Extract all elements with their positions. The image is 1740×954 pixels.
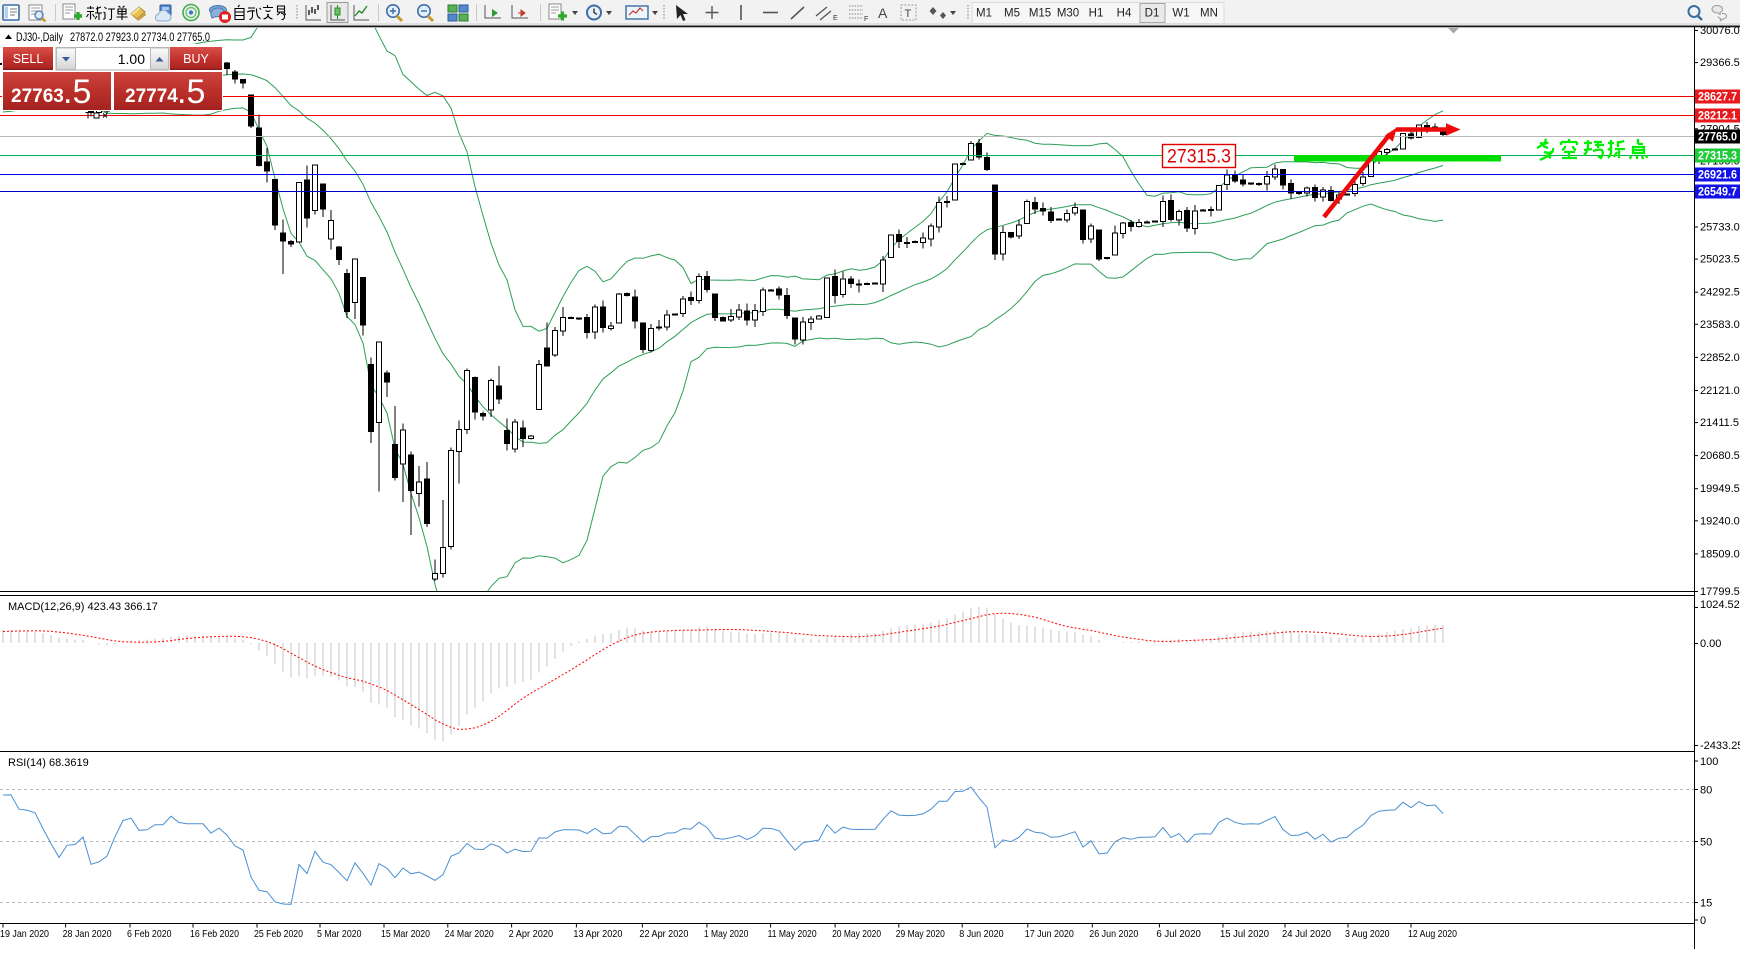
svg-text:1.00: 1.00 (118, 51, 145, 67)
svg-text:0: 0 (1700, 915, 1706, 927)
svg-text:27774: 27774 (125, 86, 178, 107)
svg-text:.5: .5 (177, 73, 205, 111)
svg-text:-2433.25: -2433.25 (1700, 740, 1740, 752)
svg-text:H1: H1 (1089, 8, 1104, 20)
svg-text:6 Feb 2020: 6 Feb 2020 (127, 928, 172, 940)
svg-text:.5: .5 (63, 73, 91, 111)
svg-text:19949.5: 19949.5 (1700, 483, 1740, 495)
svg-text:19 Jan 2020: 19 Jan 2020 (0, 928, 49, 940)
svg-text:M1: M1 (976, 8, 992, 20)
svg-text:100: 100 (1700, 756, 1718, 768)
svg-text:H4: H4 (1117, 8, 1132, 20)
svg-text:2 Apr 2020: 2 Apr 2020 (509, 928, 554, 940)
svg-text:13 Apr 2020: 13 Apr 2020 (573, 928, 622, 940)
svg-text:5 Mar 2020: 5 Mar 2020 (317, 928, 362, 940)
svg-text:MN: MN (1200, 8, 1218, 20)
svg-text:26549.7: 26549.7 (1698, 187, 1737, 199)
svg-text:26 Jun 2020: 26 Jun 2020 (1089, 928, 1138, 940)
svg-text:M30: M30 (1057, 8, 1079, 20)
svg-text:20 May 2020: 20 May 2020 (832, 928, 881, 940)
svg-text:BUY: BUY (183, 52, 209, 66)
svg-text:29 May 2020: 29 May 2020 (896, 928, 945, 940)
svg-text:A: A (878, 5, 888, 21)
svg-text:M5: M5 (1004, 8, 1020, 20)
svg-text:D1: D1 (1145, 8, 1160, 20)
svg-text:21411.5: 21411.5 (1700, 417, 1739, 429)
svg-text:23583.0: 23583.0 (1700, 319, 1740, 331)
svg-text:28212.1: 28212.1 (1698, 111, 1738, 123)
svg-text:18509.0: 18509.0 (1700, 548, 1740, 560)
svg-text:24292.5: 24292.5 (1700, 287, 1740, 299)
svg-text:0.00: 0.00 (1700, 638, 1721, 650)
svg-text:25023.5: 25023.5 (1700, 254, 1740, 266)
svg-text:3 Aug 2020: 3 Aug 2020 (1345, 928, 1390, 940)
svg-text:22 Apr 2020: 22 Apr 2020 (639, 928, 688, 940)
svg-text:17 Jun 2020: 17 Jun 2020 (1025, 928, 1074, 940)
svg-text:F: F (864, 16, 868, 23)
svg-text:12 Aug 2020: 12 Aug 2020 (1408, 928, 1457, 940)
svg-text:28 Jan 2020: 28 Jan 2020 (63, 928, 112, 940)
svg-text:1 May 2020: 1 May 2020 (704, 928, 749, 940)
svg-text:29366.5: 29366.5 (1700, 57, 1740, 69)
svg-text:24 Jul 2020: 24 Jul 2020 (1282, 928, 1331, 940)
svg-text:22121.0: 22121.0 (1700, 385, 1740, 397)
svg-text:24 Mar 2020: 24 Mar 2020 (445, 928, 494, 940)
svg-text:M15: M15 (1029, 8, 1051, 20)
svg-text:50: 50 (1700, 837, 1712, 849)
svg-text:22852.0: 22852.0 (1700, 352, 1740, 364)
svg-text:W1: W1 (1172, 8, 1189, 20)
svg-text:15 Mar 2020: 15 Mar 2020 (381, 928, 430, 940)
svg-text:15 Jul 2020: 15 Jul 2020 (1220, 928, 1269, 940)
svg-text:25 Feb 2020: 25 Feb 2020 (254, 928, 303, 940)
svg-text:27315.3: 27315.3 (1698, 151, 1737, 163)
svg-text:SELL: SELL (13, 52, 44, 66)
svg-text:15: 15 (1700, 898, 1712, 910)
svg-text:6 Jul 2020: 6 Jul 2020 (1156, 928, 1201, 940)
svg-text:17799.5: 17799.5 (1700, 586, 1740, 598)
svg-text:28627.7: 28627.7 (1698, 92, 1737, 104)
svg-text:1024.52: 1024.52 (1700, 599, 1740, 611)
svg-text:25733.0: 25733.0 (1700, 222, 1740, 234)
svg-text:27872.0 27923.0 27734.0 27765.: 27872.0 27923.0 27734.0 27765.0 (70, 30, 210, 44)
svg-text:8 Jun 2020: 8 Jun 2020 (959, 928, 1004, 940)
svg-text:20680.5: 20680.5 (1700, 450, 1740, 462)
svg-text:E: E (833, 15, 838, 22)
svg-text:19240.0: 19240.0 (1700, 515, 1740, 527)
svg-text:30076.0: 30076.0 (1700, 25, 1740, 37)
svg-text:16 Feb 2020: 16 Feb 2020 (190, 928, 239, 940)
svg-text:MACD(12,26,9) 423.43 366.17: MACD(12,26,9) 423.43 366.17 (8, 601, 158, 613)
svg-text:80: 80 (1700, 785, 1712, 797)
svg-text:27315.3: 27315.3 (1167, 147, 1231, 168)
svg-text:RSI(14) 68.3619: RSI(14) 68.3619 (8, 757, 89, 769)
svg-text:27763: 27763 (11, 86, 64, 107)
svg-text:DJ30-,Daily: DJ30-,Daily (16, 30, 63, 44)
svg-text:27765.0: 27765.0 (1698, 132, 1737, 144)
svg-text:T: T (905, 8, 912, 20)
svg-text:11 May 2020: 11 May 2020 (768, 928, 817, 940)
svg-text:26921.6: 26921.6 (1698, 170, 1737, 182)
